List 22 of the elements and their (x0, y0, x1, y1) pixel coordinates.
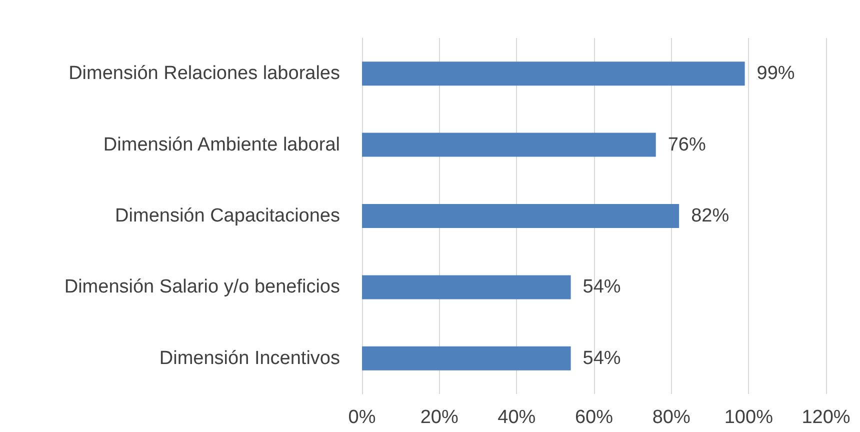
y-tick-label: Dimensión Salario y/o beneficios (64, 276, 340, 298)
x-tick-label: 0% (348, 407, 376, 428)
data-label: 99% (756, 63, 795, 84)
bar (362, 132, 656, 157)
y-tick-label: Dimensión Relaciones laborales (68, 63, 340, 84)
data-label: 54% (582, 276, 621, 298)
y-tick-label: Dimensión Incentivos (159, 348, 340, 369)
data-label: 76% (668, 134, 706, 156)
bar (362, 346, 571, 370)
x-tick-label: 80% (652, 407, 690, 428)
data-label: 82% (691, 206, 730, 226)
bar (362, 275, 571, 300)
x-tick-label: 120% (802, 407, 850, 428)
bar (362, 204, 680, 228)
y-tick-label: Dimensión Capacitaciones (115, 206, 340, 226)
x-tick-label: 40% (498, 407, 536, 428)
x-tick-label: 100% (724, 407, 774, 428)
data-label: 54% (582, 348, 621, 369)
bar (362, 62, 745, 86)
x-tick-label: 20% (420, 407, 458, 428)
x-tick-label: 60% (574, 407, 614, 428)
y-tick-label: Dimensión Ambiente laboral (103, 134, 340, 156)
